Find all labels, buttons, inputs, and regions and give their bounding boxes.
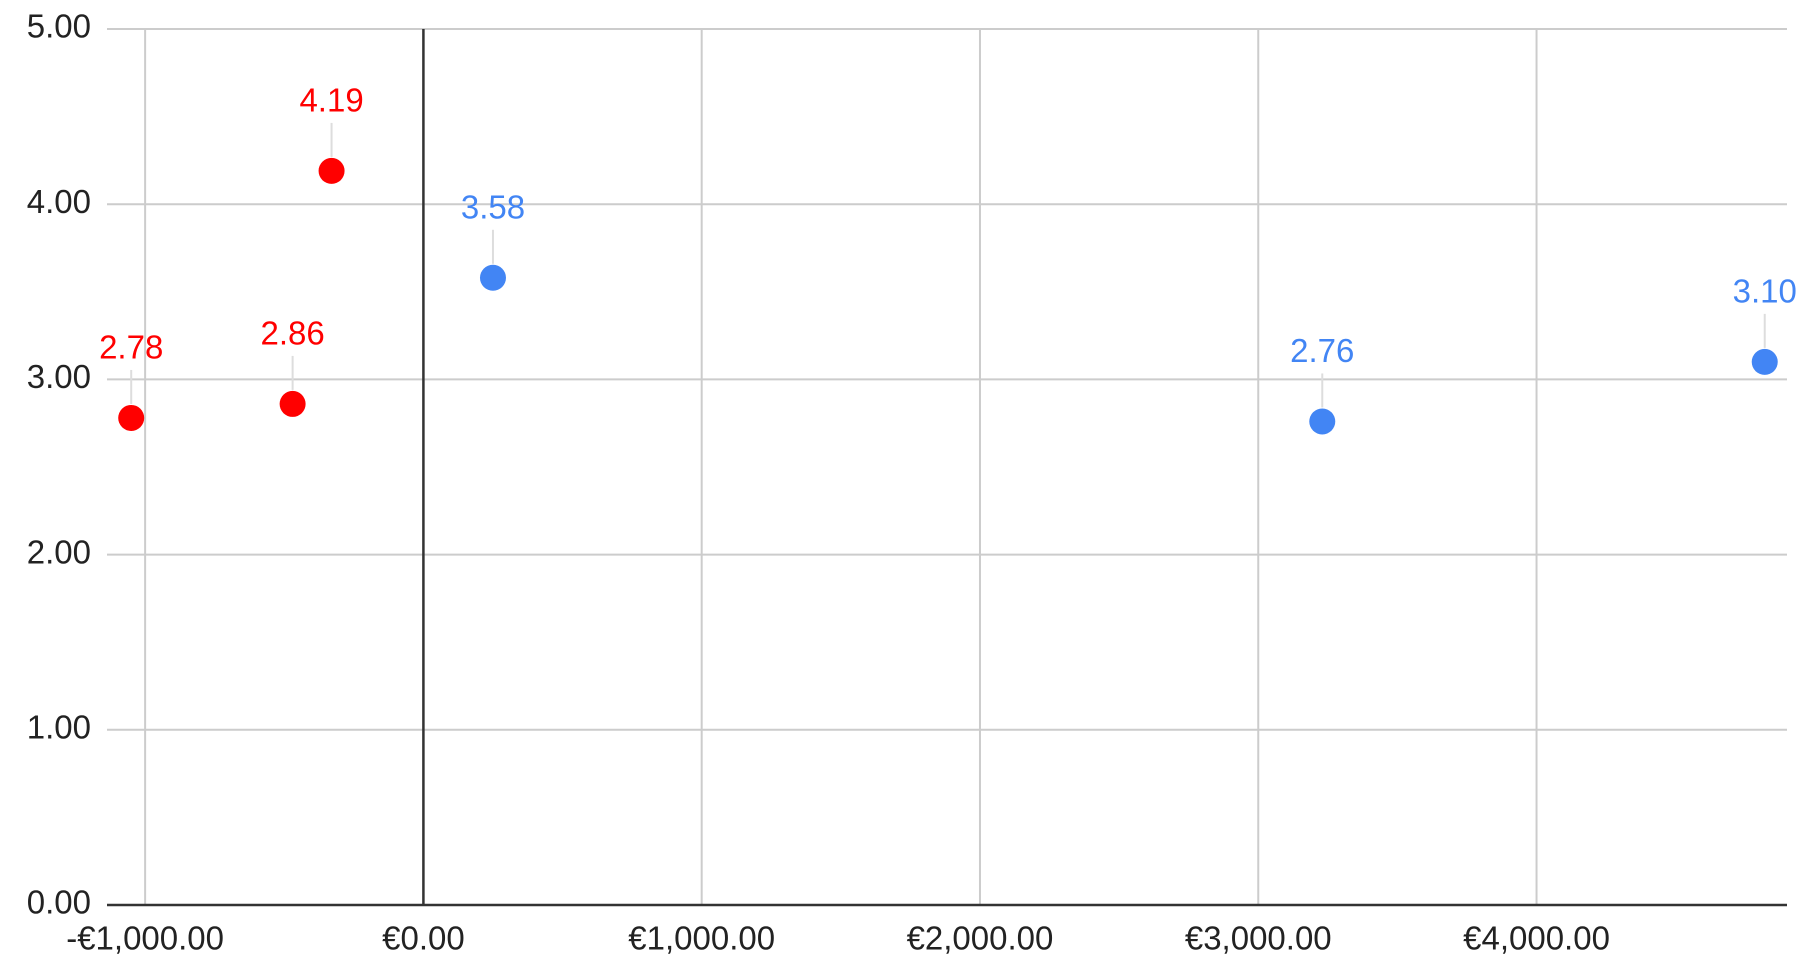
x-tick-label: €4,000.00 bbox=[1463, 920, 1610, 957]
y-tick-label: 4.00 bbox=[27, 183, 91, 220]
x-tick-label: €3,000.00 bbox=[1185, 920, 1332, 957]
y-tick-label: 1.00 bbox=[27, 709, 91, 746]
x-tick-label: -€1,000.00 bbox=[66, 920, 224, 957]
data-label: 2.76 bbox=[1290, 332, 1354, 369]
point bbox=[118, 404, 145, 431]
point bbox=[279, 390, 306, 417]
data-label: 2.78 bbox=[99, 329, 163, 366]
y-tick-label: 0.00 bbox=[27, 884, 91, 921]
data-label: 3.10 bbox=[1733, 273, 1797, 310]
point bbox=[479, 264, 506, 291]
data-label: 3.58 bbox=[461, 189, 525, 226]
data-label: 4.19 bbox=[299, 82, 363, 119]
point bbox=[1309, 408, 1336, 435]
x-tick-label: €0.00 bbox=[382, 920, 465, 957]
x-tick-label: €2,000.00 bbox=[907, 920, 1054, 957]
data-label: 2.86 bbox=[260, 315, 324, 352]
y-tick-label: 3.00 bbox=[27, 358, 91, 395]
y-tick-label: 2.00 bbox=[27, 533, 91, 570]
point bbox=[318, 157, 345, 184]
y-tick-label: 5.00 bbox=[27, 8, 91, 45]
x-tick-label: €1,000.00 bbox=[628, 920, 775, 957]
point bbox=[1751, 348, 1778, 375]
